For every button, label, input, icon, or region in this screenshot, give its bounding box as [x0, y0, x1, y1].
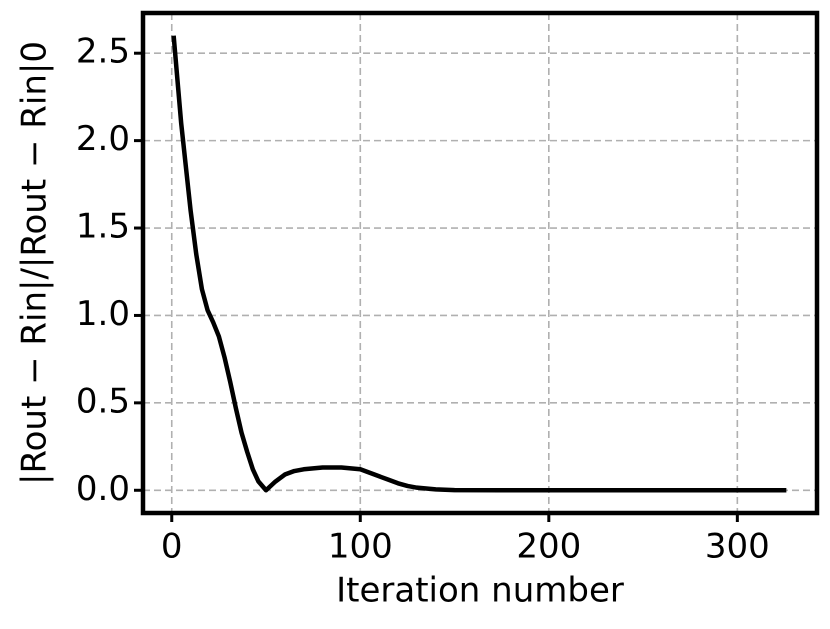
x-tick-label: 0: [161, 527, 183, 567]
x-tick-label: 300: [705, 527, 770, 567]
y-tick-label: 1.0: [76, 294, 130, 334]
y-axis-label: |Rout − Rin|/|Rout − Rin|0: [15, 41, 55, 485]
x-axis-label: Iteration number: [336, 571, 624, 611]
y-tick-label: 1.5: [76, 207, 130, 247]
y-tick-label: 0.0: [76, 469, 130, 509]
plot-frame: [140, 10, 820, 516]
y-tick-label: 2.5: [76, 32, 130, 72]
data-line: [171, 35, 787, 493]
x-tick-label: 100: [328, 527, 393, 567]
y-tick-label: 0.5: [76, 381, 130, 421]
x-tick-label: 200: [516, 527, 581, 567]
y-tick-label: 2.0: [76, 119, 130, 159]
